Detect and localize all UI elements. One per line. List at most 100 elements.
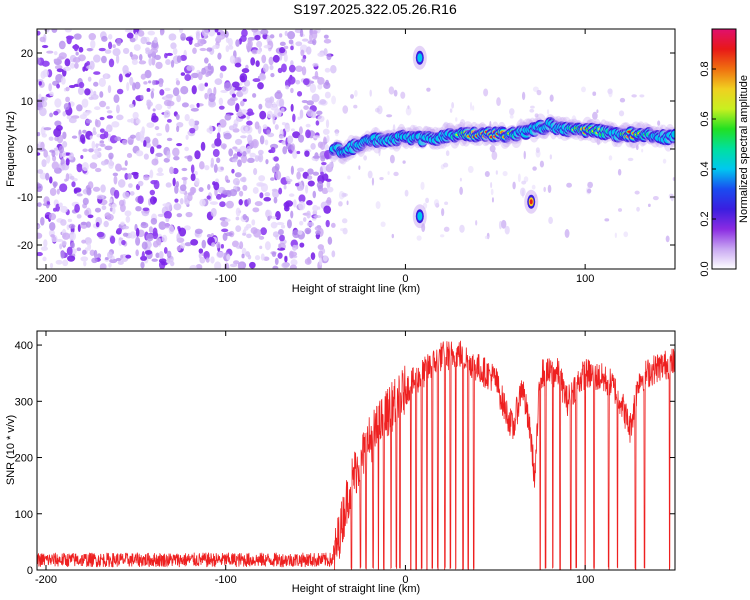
noise-speckle <box>285 125 290 133</box>
noise-speckle <box>37 202 42 207</box>
noise-speckle <box>150 146 154 154</box>
noise-speckle <box>216 157 220 163</box>
noise-speckle <box>150 196 156 205</box>
noise-speckle <box>180 243 185 249</box>
noise-speckle <box>57 68 64 72</box>
noise-speckle <box>136 228 140 237</box>
noise-speckle <box>252 93 256 98</box>
noise-speckle <box>240 100 245 106</box>
noise-speckle <box>532 166 537 170</box>
noise-speckle <box>130 118 134 124</box>
noise-speckle <box>305 129 311 138</box>
noise-speckle <box>505 226 510 235</box>
noise-speckle <box>615 232 617 238</box>
noise-speckle <box>161 262 168 266</box>
noise-speckle <box>56 84 60 89</box>
noise-speckle <box>242 214 247 220</box>
noise-speckle <box>317 115 324 122</box>
noise-speckle <box>42 101 47 107</box>
noise-speckle <box>174 185 178 194</box>
noise-speckle <box>485 171 490 177</box>
noise-speckle <box>258 150 264 155</box>
noise-speckle <box>176 80 180 85</box>
noise-speckle <box>225 218 231 221</box>
noise-speckle <box>154 55 161 60</box>
noise-speckle <box>239 82 242 86</box>
noise-speckle <box>257 82 264 89</box>
noise-speckle <box>246 146 250 153</box>
noise-speckle <box>297 91 302 97</box>
spectrogram-y-tick-label: 20 <box>21 48 33 60</box>
noise-speckle <box>199 199 205 206</box>
noise-speckle <box>342 218 347 223</box>
noise-speckle <box>278 188 282 195</box>
noise-speckle <box>313 156 321 159</box>
noise-speckle <box>287 31 295 39</box>
noise-speckle <box>338 201 343 206</box>
noise-speckle <box>150 170 154 179</box>
noise-speckle <box>191 187 196 194</box>
noise-speckle <box>34 57 41 64</box>
noise-speckle <box>169 33 177 40</box>
noise-speckle <box>306 211 311 219</box>
noise-speckle <box>273 156 279 161</box>
noise-speckle <box>130 135 136 139</box>
noise-speckle <box>228 148 233 156</box>
noise-speckle <box>220 167 223 171</box>
noise-speckle <box>115 163 122 171</box>
noise-speckle <box>207 195 211 199</box>
noise-speckle <box>214 164 218 173</box>
noise-speckle <box>306 229 310 234</box>
noise-speckle <box>347 176 350 180</box>
noise-speckle <box>224 262 229 271</box>
noise-speckle <box>226 180 230 183</box>
noise-speckle <box>119 237 123 240</box>
noise-speckle <box>74 44 79 51</box>
noise-speckle <box>261 253 265 260</box>
noise-speckle <box>171 60 174 68</box>
noise-speckle <box>543 187 546 192</box>
noise-speckle <box>204 57 209 63</box>
snr-x-tick-label: -100 <box>215 574 237 586</box>
noise-speckle <box>363 155 367 160</box>
colorbar-tick-label: 0.4 <box>699 161 711 176</box>
noise-speckle <box>274 108 282 117</box>
noise-speckle <box>255 201 263 206</box>
noise-speckle <box>52 161 59 169</box>
noise-speckle <box>59 203 63 208</box>
noise-speckle <box>118 261 124 265</box>
noise-speckle <box>328 237 333 245</box>
noise-speckle <box>239 199 243 205</box>
noise-speckle <box>303 105 309 110</box>
noise-speckle <box>213 182 219 191</box>
noise-speckle <box>216 251 224 258</box>
noise-speckle <box>108 263 111 268</box>
noise-speckle <box>102 205 107 210</box>
noise-speckle <box>406 107 412 116</box>
noise-speckle <box>653 196 659 200</box>
noise-speckle <box>151 158 158 165</box>
noise-speckle <box>636 207 640 212</box>
noise-speckle <box>331 223 336 228</box>
noise-speckle <box>164 88 170 91</box>
noise-speckle <box>251 27 258 33</box>
noise-speckle <box>72 136 77 139</box>
noise-speckle <box>50 234 55 238</box>
noise-speckle <box>451 102 454 109</box>
noise-speckle <box>323 206 331 214</box>
noise-speckle <box>105 212 111 219</box>
noise-speckle <box>199 161 205 169</box>
noise-speckle <box>226 201 234 209</box>
noise-speckle <box>246 224 252 229</box>
noise-speckle <box>307 222 314 227</box>
noise-speckle <box>256 41 262 48</box>
noise-speckle <box>108 160 114 169</box>
noise-speckle <box>67 255 75 261</box>
noise-speckle <box>114 190 119 199</box>
noise-speckle <box>42 45 48 48</box>
noise-speckle <box>417 235 422 240</box>
noise-speckle <box>86 119 92 123</box>
noise-speckle <box>202 240 206 249</box>
noise-speckle <box>66 158 70 165</box>
noise-speckle <box>255 255 260 260</box>
